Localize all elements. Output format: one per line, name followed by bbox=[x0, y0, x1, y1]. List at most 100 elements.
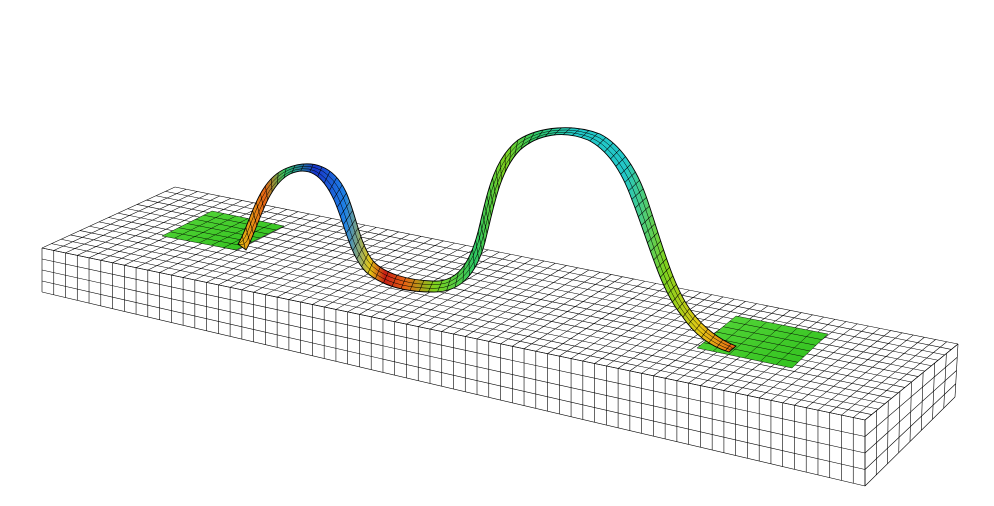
strip-cross-line bbox=[475, 240, 480, 261]
strip-cross-line bbox=[725, 343, 732, 351]
pad-mesh-line-v bbox=[728, 321, 767, 355]
strip-cross-line bbox=[644, 223, 656, 235]
pad-mesh-line-v bbox=[174, 213, 225, 239]
pad-mesh-line-v bbox=[198, 218, 249, 244]
bond-wire-mesh bbox=[237, 127, 734, 351]
pad-mesh-line-v bbox=[744, 324, 783, 359]
strip-cross-line bbox=[252, 210, 258, 226]
strip-cross-line bbox=[265, 185, 268, 201]
strip-cross-line bbox=[667, 284, 677, 295]
top-mesh-line-v bbox=[60, 239, 879, 410]
front-mesh-line-v bbox=[41, 269, 866, 454]
strip-cross-line bbox=[291, 165, 296, 174]
strip-cross-line bbox=[277, 172, 279, 185]
strip-cross-line bbox=[245, 227, 251, 243]
strip-cross-line bbox=[283, 168, 287, 179]
strip-cross-line bbox=[383, 271, 389, 284]
strip-cross-line bbox=[409, 279, 416, 291]
bond-wire-surface bbox=[237, 127, 737, 353]
strip-cross-line bbox=[615, 156, 626, 167]
strip-cross-line bbox=[509, 146, 512, 164]
top-mesh-line-v bbox=[51, 243, 872, 415]
substrate-block bbox=[41, 186, 959, 487]
bond-wire-strip bbox=[237, 127, 737, 353]
strip-cross-line bbox=[572, 128, 581, 136]
strip-cross-line bbox=[553, 127, 562, 136]
strip-cross-line bbox=[597, 137, 607, 147]
substrate-side-grid bbox=[864, 343, 959, 487]
strip-cross-line bbox=[486, 195, 492, 216]
strip-cross-line bbox=[527, 132, 535, 145]
strip-cross-line bbox=[495, 169, 499, 190]
strip-cross-line bbox=[677, 300, 685, 310]
side-mesh-line-v bbox=[864, 383, 956, 470]
strip-cross-line bbox=[260, 193, 265, 209]
front-mesh-line-v bbox=[41, 247, 866, 421]
strip-cross-line bbox=[270, 178, 273, 193]
strip-cross-line bbox=[514, 140, 519, 157]
strip-cross-line bbox=[255, 201, 261, 218]
top-mesh-line-v bbox=[79, 230, 892, 399]
strip-cross-line bbox=[589, 132, 598, 142]
strip-cross-line bbox=[339, 201, 351, 217]
substrate-side-face bbox=[865, 344, 958, 486]
strip-cross-line bbox=[663, 275, 674, 286]
strip-cross-line bbox=[694, 322, 702, 332]
strip-cross-line bbox=[446, 277, 452, 291]
strip-long-line bbox=[237, 129, 734, 349]
top-mesh-line-v bbox=[70, 234, 885, 404]
side-mesh-line-v bbox=[864, 396, 956, 487]
strip-cross-line bbox=[356, 245, 365, 260]
strip-cross-line bbox=[660, 267, 670, 278]
strip-cross-line bbox=[492, 177, 497, 199]
strip-cross-line bbox=[708, 334, 716, 344]
substrate-front-grid bbox=[41, 247, 866, 487]
strip-cross-line bbox=[701, 328, 709, 338]
strip-cross-line bbox=[656, 258, 667, 269]
strip-cross-line bbox=[477, 231, 483, 252]
strip-cross-line bbox=[242, 235, 246, 250]
strip-cross-line bbox=[333, 184, 343, 200]
side-mesh-line-v bbox=[864, 370, 957, 454]
strip-cross-line bbox=[620, 163, 631, 175]
front-mesh-line-v bbox=[41, 291, 866, 487]
pad-mesh-line-v bbox=[760, 327, 798, 362]
strip-cross-line bbox=[482, 213, 488, 234]
strip-cross-line bbox=[329, 177, 337, 191]
strip-cross-line bbox=[317, 166, 323, 177]
strip-cross-line bbox=[499, 161, 502, 181]
pad-mesh-line-v bbox=[791, 333, 829, 369]
pad-mesh-line-v bbox=[186, 215, 237, 241]
strip-cross-line bbox=[352, 236, 362, 251]
strip-cross-line bbox=[336, 192, 347, 208]
strip-cross-line bbox=[342, 210, 353, 225]
strip-cross-line bbox=[309, 164, 314, 173]
pad-mesh-line-v bbox=[776, 330, 813, 365]
strip-cross-line bbox=[631, 188, 644, 200]
strip-cross-line bbox=[462, 265, 465, 283]
top-mesh-line-v bbox=[89, 225, 899, 394]
strip-long-line bbox=[237, 132, 734, 350]
strip-cross-line bbox=[536, 129, 544, 140]
pad-mesh-line-v bbox=[696, 315, 737, 349]
strip-cross-line bbox=[604, 142, 614, 153]
strip-cross-line bbox=[634, 197, 647, 209]
strip-cross-line bbox=[641, 214, 653, 226]
strip-cross-line bbox=[544, 128, 553, 137]
strip-cross-line bbox=[624, 171, 636, 183]
strip-cross-line bbox=[653, 249, 664, 261]
strip-cross-line bbox=[688, 315, 696, 325]
side-mesh-line-v bbox=[864, 343, 959, 421]
front-mesh-line-v bbox=[41, 258, 866, 437]
strip-cross-line bbox=[489, 186, 494, 207]
strip-cross-line bbox=[520, 135, 527, 150]
strip-cross-line bbox=[682, 308, 690, 318]
strip-cross-line bbox=[348, 227, 359, 243]
strip-cross-line bbox=[581, 130, 590, 138]
strip-cross-line bbox=[716, 339, 724, 348]
strip-cross-line bbox=[248, 218, 254, 235]
strip-cross-line bbox=[647, 232, 659, 243]
strip-cross-line bbox=[650, 240, 661, 252]
